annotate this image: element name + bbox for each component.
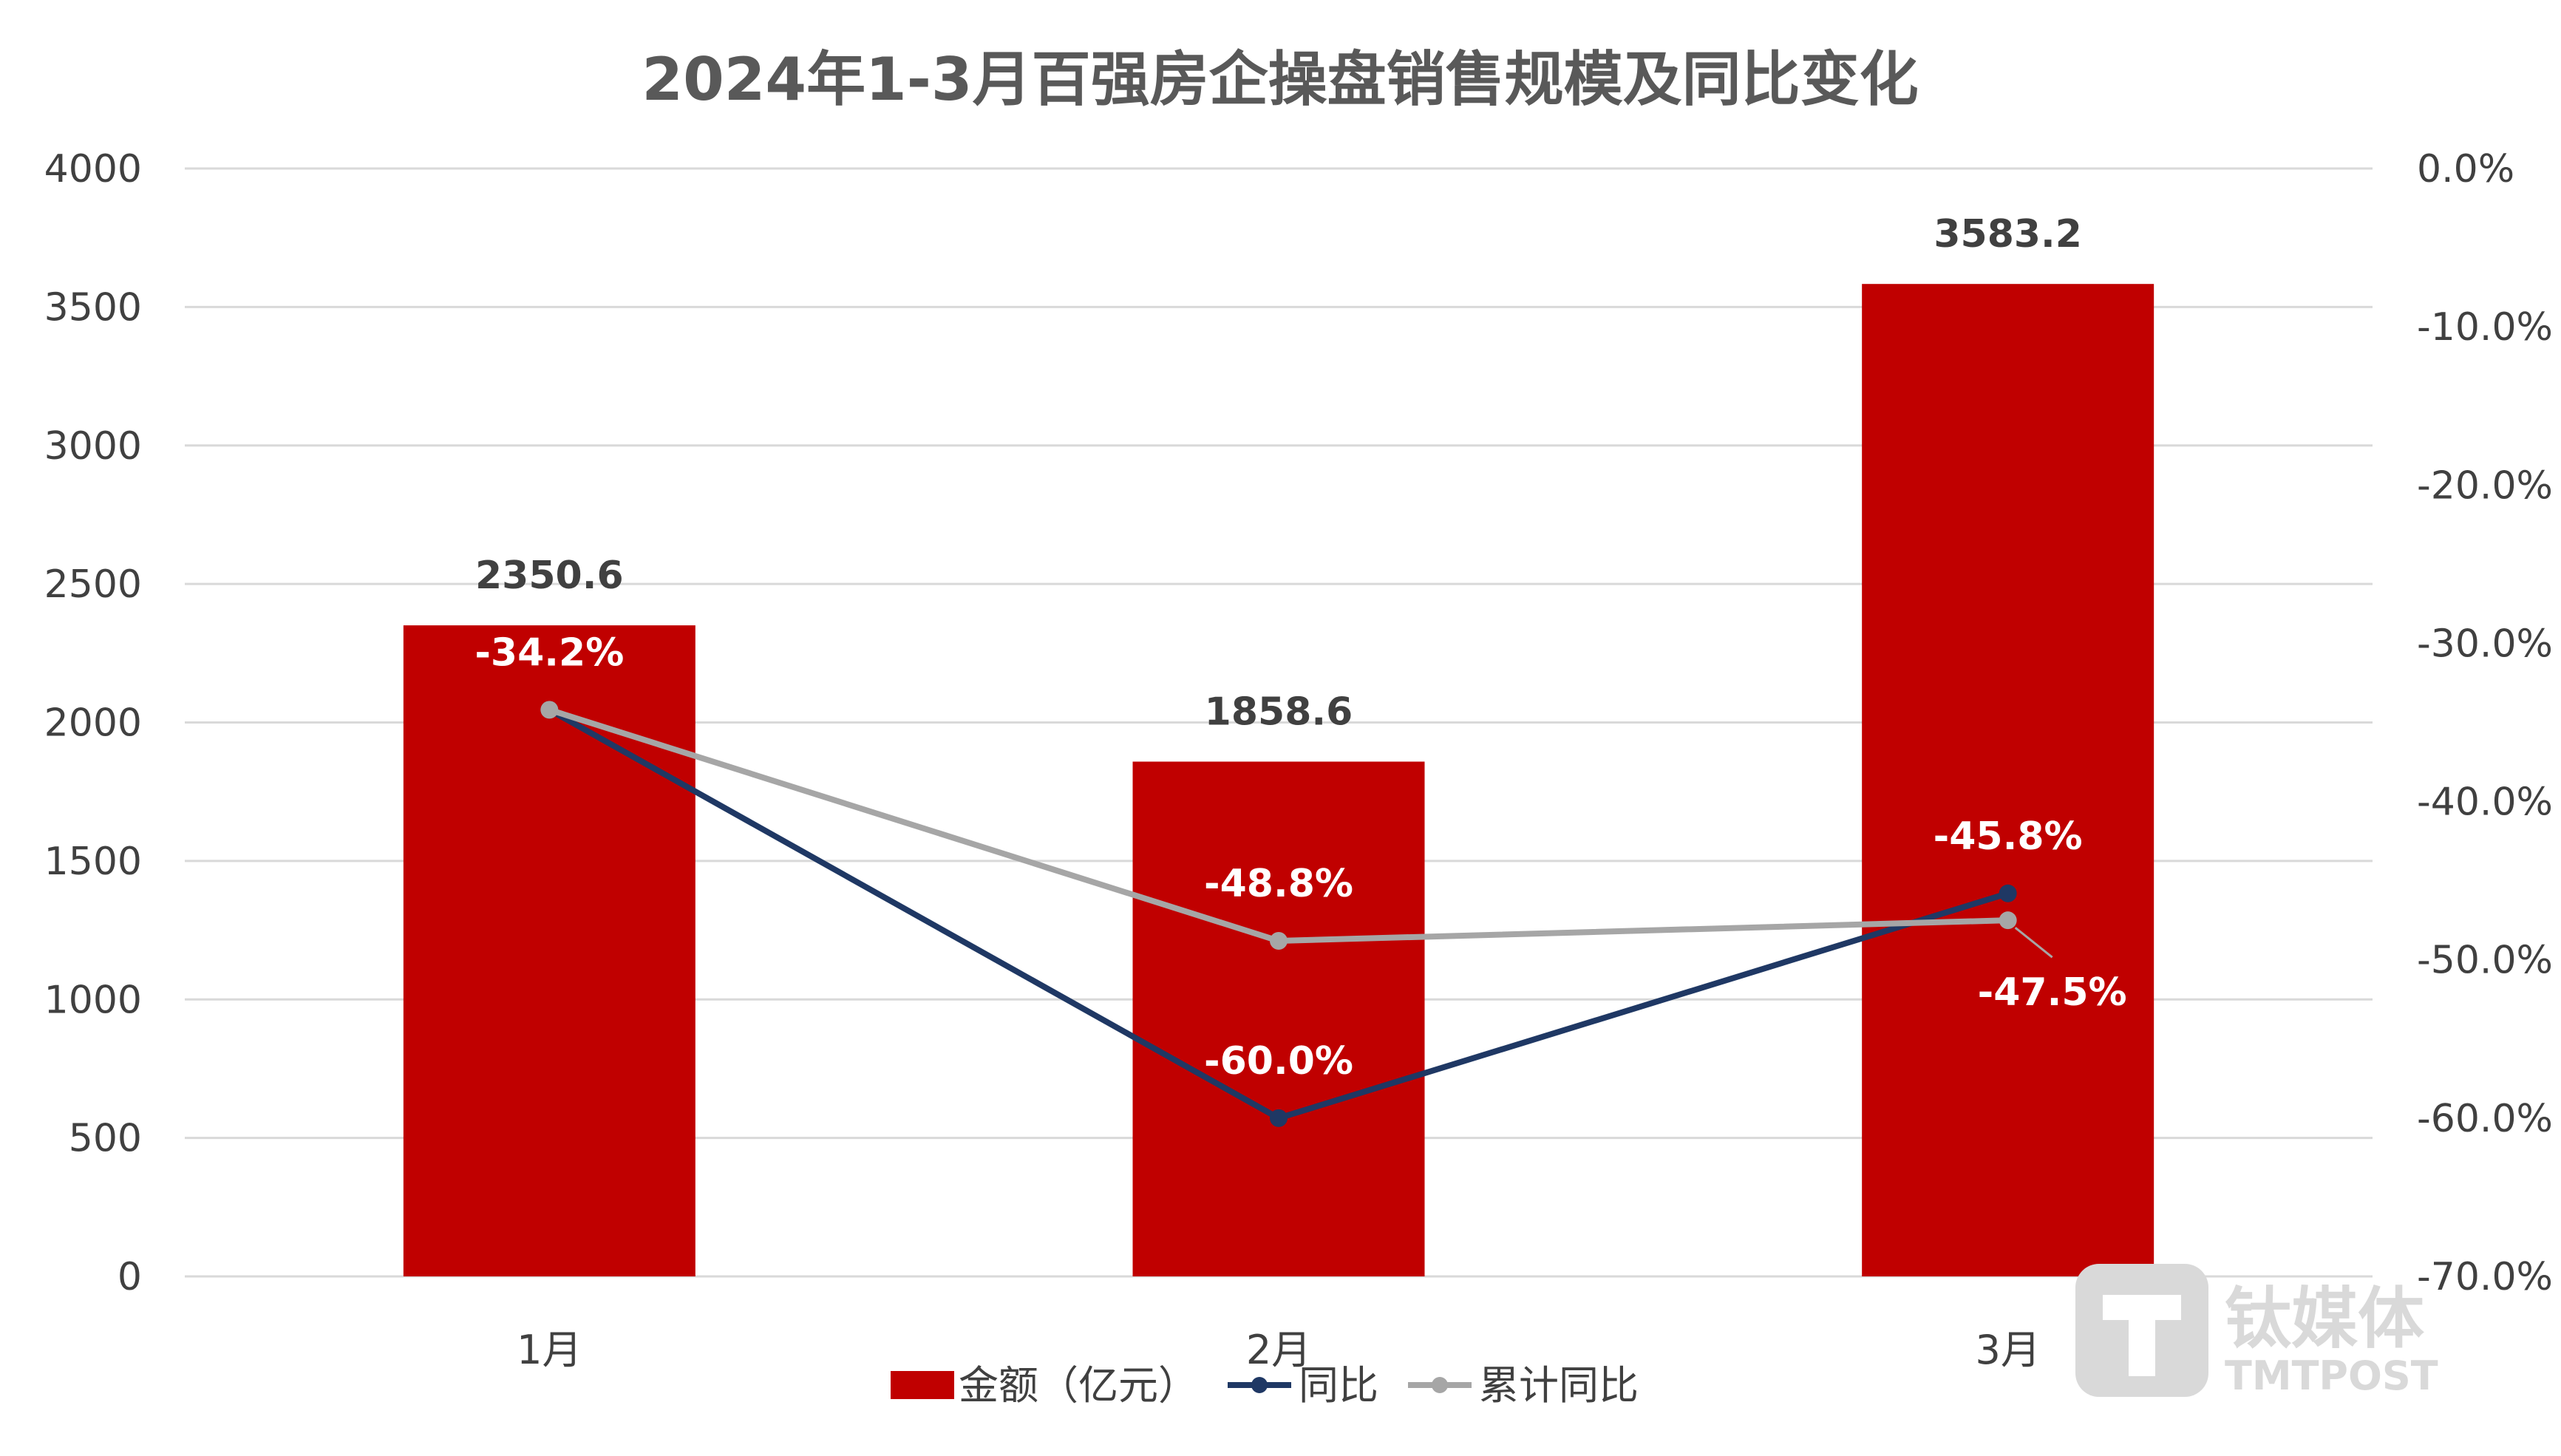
left-y-axis: 0 500 1000 1500 2000 2500 3000 3500 4000: [44, 147, 142, 1299]
right-tick-label: -70.0%: [2417, 1255, 2553, 1299]
left-tick-label: 2500: [44, 562, 142, 607]
legend-item: 同比: [1228, 1362, 1378, 1409]
left-tick-label: 3500: [44, 285, 142, 330]
legend-item: 累计同比: [1408, 1362, 1639, 1409]
right-tick-label: -20.0%: [2417, 463, 2553, 508]
x-tick-label: 2月: [1246, 1327, 1311, 1373]
x-axis: 1月 2月 3月: [517, 1327, 2041, 1373]
bar-series: [403, 284, 2154, 1276]
legend: 金额（亿元） 同比 累计同比: [891, 1362, 1639, 1409]
watermark-cn-text: 钛媒体: [2225, 1280, 2424, 1358]
right-tick-label: -40.0%: [2417, 780, 2553, 825]
logo-glyph-stem: [2129, 1295, 2155, 1376]
x-tick-label: 1月: [517, 1327, 582, 1373]
tmtpost-logo-icon: [2075, 1264, 2208, 1397]
yoy-value-label: -60.0%: [1204, 1039, 1353, 1084]
legend-label: 累计同比: [1479, 1362, 1639, 1409]
left-tick-label: 2000: [44, 701, 142, 746]
cumulative-value-label: -48.8%: [1204, 862, 1353, 906]
left-tick-label: 500: [69, 1117, 142, 1161]
right-tick-label: -10.0%: [2417, 305, 2553, 350]
watermark-en-text: TMTPOST: [2225, 1353, 2438, 1399]
right-tick-label: -30.0%: [2417, 622, 2553, 666]
left-tick-label: 1000: [44, 978, 142, 1022]
left-tick-label: 0: [118, 1255, 142, 1299]
yoy-value-label: -45.8%: [1933, 814, 2083, 859]
series-point: [540, 701, 559, 719]
bar: [403, 625, 695, 1276]
x-tick-label: 3月: [1975, 1327, 2040, 1373]
yoy-value-label: -34.2%: [475, 630, 624, 675]
chart-title: 2024年1-3月百强房企操盘销售规模及同比变化: [642, 45, 1918, 114]
right-tick-label: -50.0%: [2417, 939, 2553, 983]
legend-swatch: [891, 1371, 954, 1399]
bar-value-label: 3583.2: [1933, 212, 2082, 256]
series-point: [1270, 932, 1288, 950]
left-tick-label: 4000: [44, 147, 142, 191]
legend-marker: [1251, 1377, 1268, 1393]
left-tick-label: 3000: [44, 424, 142, 469]
right-y-axis: -70.0% -60.0% -50.0% -40.0% -30.0% -20.0% -10.…: [2417, 147, 2553, 1299]
bar: [1862, 284, 2154, 1276]
cumulative-value-label: -47.5%: [1978, 970, 2127, 1015]
data-labels: 2350.6 1858.6 3583.2 -34.2% -60.0% -45.8% -48.…: [475, 212, 2126, 1084]
bar-value-label: 2350.6: [475, 554, 624, 598]
left-tick-label: 1500: [44, 840, 142, 884]
series-point: [1999, 884, 2017, 902]
series-point: [1270, 1109, 1288, 1127]
bar: [1132, 761, 1425, 1276]
bar-value-label: 1858.6: [1205, 690, 1353, 734]
right-tick-label: 0.0%: [2417, 147, 2514, 191]
right-tick-label: -60.0%: [2417, 1097, 2553, 1141]
line-series: [540, 701, 2017, 1127]
legend-item: 金额（亿元）: [891, 1362, 1198, 1409]
legend-label: 金额（亿元）: [959, 1362, 1198, 1409]
legend-label: 同比: [1299, 1362, 1378, 1409]
legend-marker: [1432, 1377, 1448, 1393]
series-point: [1999, 911, 2017, 930]
label-leader-line: [2014, 927, 2053, 959]
